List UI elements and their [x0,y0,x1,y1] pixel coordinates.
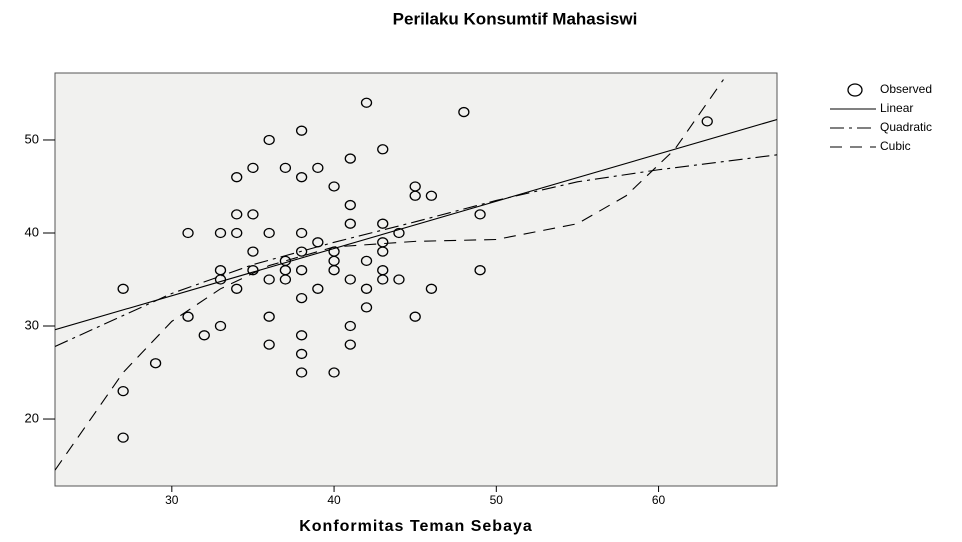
legend-label: Quadratic [880,120,932,134]
plot-area [55,73,777,486]
page: Perilaku Konsumtif Mahasiswi Konformitas… [0,0,962,542]
y-tick-label: 50 [25,131,39,146]
y-tick-label: 40 [25,224,39,239]
x-tick-label: 50 [490,493,504,507]
legend-label: Cubic [880,139,911,153]
x-tick-label: 40 [327,493,341,507]
chart-title: Perilaku Konsumtif Mahasiswi [393,9,638,28]
legend-label: Observed [880,82,932,96]
x-tick-label: 30 [165,493,179,507]
legend-label: Linear [880,101,913,115]
y-tick-label: 30 [25,317,39,332]
chart: Perilaku Konsumtif Mahasiswi Konformitas… [0,0,962,542]
y-tick-label: 20 [25,410,39,425]
x-axis-label: Konformitas Teman Sebaya [299,518,533,535]
x-tick-label: 60 [652,493,666,507]
